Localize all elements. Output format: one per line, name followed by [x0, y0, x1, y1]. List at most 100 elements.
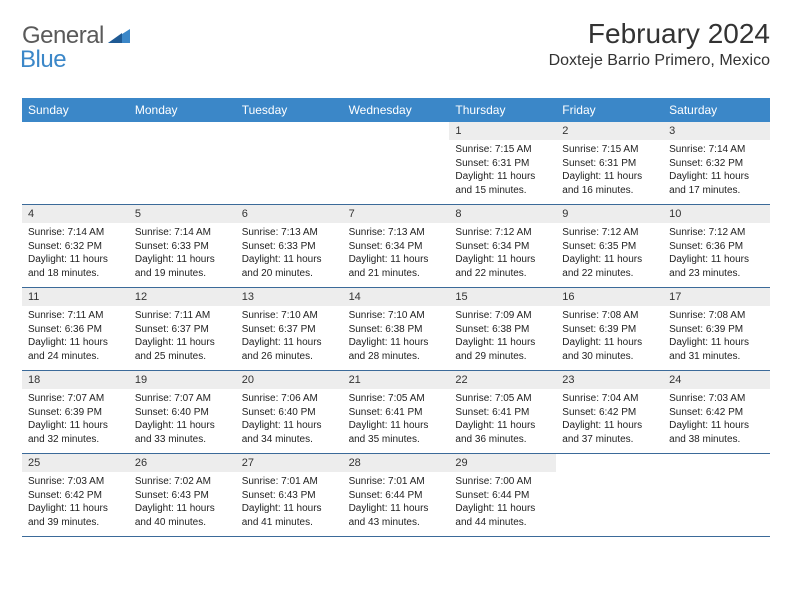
sunset-text: Sunset: 6:36 PM [669, 240, 764, 254]
day-content: Sunrise: 7:13 AMSunset: 6:33 PMDaylight:… [236, 223, 343, 284]
sunset-text: Sunset: 6:39 PM [28, 406, 123, 420]
day-content: Sunrise: 7:02 AMSunset: 6:43 PMDaylight:… [129, 472, 236, 533]
day-number: 2 [556, 122, 663, 140]
day-content: Sunrise: 7:14 AMSunset: 6:33 PMDaylight:… [129, 223, 236, 284]
day-cell: 17Sunrise: 7:08 AMSunset: 6:39 PMDayligh… [663, 288, 770, 370]
day-number: 23 [556, 371, 663, 389]
day-content: Sunrise: 7:14 AMSunset: 6:32 PMDaylight:… [663, 140, 770, 201]
day-content: Sunrise: 7:04 AMSunset: 6:42 PMDaylight:… [556, 389, 663, 450]
day-number [556, 454, 663, 473]
day-cell [556, 454, 663, 536]
weekday-header-row: Sunday Monday Tuesday Wednesday Thursday… [22, 98, 770, 122]
day-cell: 21Sunrise: 7:05 AMSunset: 6:41 PMDayligh… [343, 371, 450, 453]
day-cell: 6Sunrise: 7:13 AMSunset: 6:33 PMDaylight… [236, 205, 343, 287]
day-cell: 11Sunrise: 7:11 AMSunset: 6:36 PMDayligh… [22, 288, 129, 370]
logo-triangle-icon [108, 27, 130, 48]
day-number [129, 122, 236, 141]
weekday-header: Monday [129, 98, 236, 122]
location-label: Doxteje Barrio Primero, Mexico [549, 52, 770, 70]
day-number: 6 [236, 205, 343, 223]
sunrise-text: Sunrise: 7:11 AM [135, 309, 230, 323]
title-block: February 2024 Doxteje Barrio Primero, Me… [549, 18, 770, 70]
sunrise-text: Sunrise: 7:15 AM [455, 143, 550, 157]
sunrise-text: Sunrise: 7:12 AM [455, 226, 550, 240]
sunset-text: Sunset: 6:41 PM [455, 406, 550, 420]
day-cell: 3Sunrise: 7:14 AMSunset: 6:32 PMDaylight… [663, 122, 770, 204]
day-number: 13 [236, 288, 343, 306]
sunset-text: Sunset: 6:34 PM [349, 240, 444, 254]
day-cell: 19Sunrise: 7:07 AMSunset: 6:40 PMDayligh… [129, 371, 236, 453]
daylight-text: Daylight: 11 hours and 34 minutes. [242, 419, 337, 446]
sunrise-text: Sunrise: 7:14 AM [28, 226, 123, 240]
sunset-text: Sunset: 6:37 PM [242, 323, 337, 337]
day-cell: 28Sunrise: 7:01 AMSunset: 6:44 PMDayligh… [343, 454, 450, 536]
day-number: 14 [343, 288, 450, 306]
daylight-text: Daylight: 11 hours and 22 minutes. [455, 253, 550, 280]
sunset-text: Sunset: 6:33 PM [135, 240, 230, 254]
sunrise-text: Sunrise: 7:10 AM [349, 309, 444, 323]
day-content: Sunrise: 7:14 AMSunset: 6:32 PMDaylight:… [22, 223, 129, 284]
sunrise-text: Sunrise: 7:15 AM [562, 143, 657, 157]
day-cell [236, 122, 343, 204]
day-number: 15 [449, 288, 556, 306]
sunset-text: Sunset: 6:44 PM [349, 489, 444, 503]
day-number [343, 122, 450, 141]
daylight-text: Daylight: 11 hours and 25 minutes. [135, 336, 230, 363]
daylight-text: Daylight: 11 hours and 19 minutes. [135, 253, 230, 280]
daylight-text: Daylight: 11 hours and 26 minutes. [242, 336, 337, 363]
sunrise-text: Sunrise: 7:02 AM [135, 475, 230, 489]
day-number: 21 [343, 371, 450, 389]
day-content: Sunrise: 7:00 AMSunset: 6:44 PMDaylight:… [449, 472, 556, 533]
sunrise-text: Sunrise: 7:04 AM [562, 392, 657, 406]
day-number: 26 [129, 454, 236, 472]
day-cell: 2Sunrise: 7:15 AMSunset: 6:31 PMDaylight… [556, 122, 663, 204]
day-cell: 24Sunrise: 7:03 AMSunset: 6:42 PMDayligh… [663, 371, 770, 453]
day-number [22, 122, 129, 141]
sunrise-text: Sunrise: 7:12 AM [669, 226, 764, 240]
sunset-text: Sunset: 6:42 PM [28, 489, 123, 503]
sunrise-text: Sunrise: 7:06 AM [242, 392, 337, 406]
sunrise-text: Sunrise: 7:07 AM [28, 392, 123, 406]
sunrise-text: Sunrise: 7:01 AM [349, 475, 444, 489]
day-number: 19 [129, 371, 236, 389]
weekday-header: Wednesday [343, 98, 450, 122]
day-cell: 4Sunrise: 7:14 AMSunset: 6:32 PMDaylight… [22, 205, 129, 287]
daylight-text: Daylight: 11 hours and 28 minutes. [349, 336, 444, 363]
day-cell: 1Sunrise: 7:15 AMSunset: 6:31 PMDaylight… [449, 122, 556, 204]
weekday-header: Sunday [22, 98, 129, 122]
day-cell: 10Sunrise: 7:12 AMSunset: 6:36 PMDayligh… [663, 205, 770, 287]
day-content: Sunrise: 7:07 AMSunset: 6:40 PMDaylight:… [129, 389, 236, 450]
daylight-text: Daylight: 11 hours and 35 minutes. [349, 419, 444, 446]
day-number: 3 [663, 122, 770, 140]
sunrise-text: Sunrise: 7:13 AM [349, 226, 444, 240]
daylight-text: Daylight: 11 hours and 33 minutes. [135, 419, 230, 446]
calendar-grid: Sunday Monday Tuesday Wednesday Thursday… [22, 98, 770, 537]
sunrise-text: Sunrise: 7:09 AM [455, 309, 550, 323]
sunset-text: Sunset: 6:38 PM [349, 323, 444, 337]
week-row: 25Sunrise: 7:03 AMSunset: 6:42 PMDayligh… [22, 454, 770, 537]
week-row: 4Sunrise: 7:14 AMSunset: 6:32 PMDaylight… [22, 205, 770, 288]
day-content: Sunrise: 7:15 AMSunset: 6:31 PMDaylight:… [556, 140, 663, 201]
day-number: 27 [236, 454, 343, 472]
sunrise-text: Sunrise: 7:10 AM [242, 309, 337, 323]
day-number: 29 [449, 454, 556, 472]
day-content: Sunrise: 7:12 AMSunset: 6:35 PMDaylight:… [556, 223, 663, 284]
week-row: 18Sunrise: 7:07 AMSunset: 6:39 PMDayligh… [22, 371, 770, 454]
sunset-text: Sunset: 6:40 PM [135, 406, 230, 420]
day-number: 12 [129, 288, 236, 306]
sunset-text: Sunset: 6:38 PM [455, 323, 550, 337]
day-cell: 16Sunrise: 7:08 AMSunset: 6:39 PMDayligh… [556, 288, 663, 370]
day-cell: 5Sunrise: 7:14 AMSunset: 6:33 PMDaylight… [129, 205, 236, 287]
sunrise-text: Sunrise: 7:07 AM [135, 392, 230, 406]
day-content: Sunrise: 7:03 AMSunset: 6:42 PMDaylight:… [22, 472, 129, 533]
day-number: 9 [556, 205, 663, 223]
day-content: Sunrise: 7:09 AMSunset: 6:38 PMDaylight:… [449, 306, 556, 367]
weeks-container: 1Sunrise: 7:15 AMSunset: 6:31 PMDaylight… [22, 122, 770, 537]
day-number: 18 [22, 371, 129, 389]
day-cell [129, 122, 236, 204]
weekday-header: Saturday [663, 98, 770, 122]
sunrise-text: Sunrise: 7:01 AM [242, 475, 337, 489]
day-content: Sunrise: 7:10 AMSunset: 6:37 PMDaylight:… [236, 306, 343, 367]
daylight-text: Daylight: 11 hours and 39 minutes. [28, 502, 123, 529]
day-content: Sunrise: 7:15 AMSunset: 6:31 PMDaylight:… [449, 140, 556, 201]
